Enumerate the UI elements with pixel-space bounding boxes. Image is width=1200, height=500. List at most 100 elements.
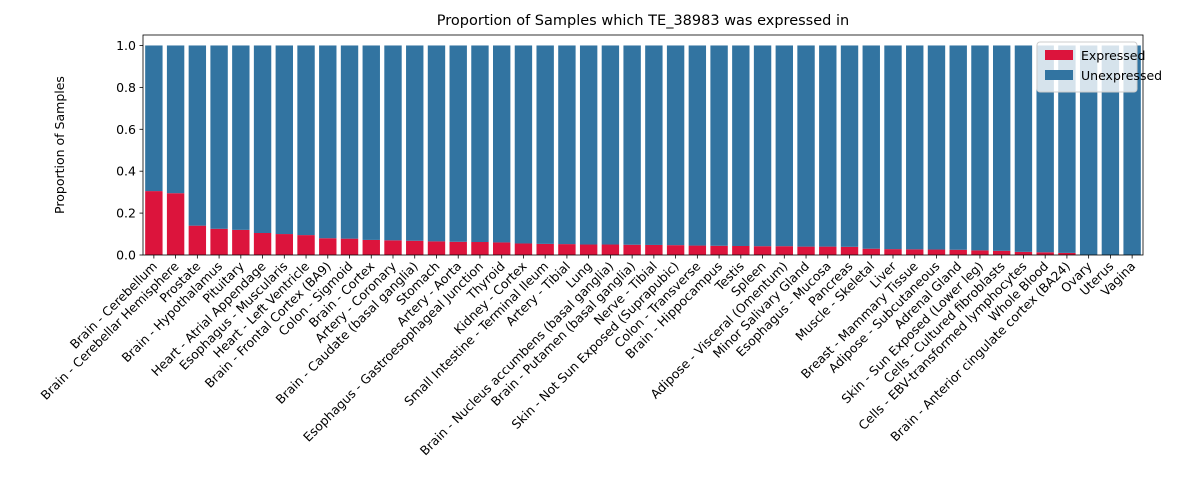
legend-label-expressed: Expressed — [1081, 48, 1145, 63]
bar-unexpressed-2 — [188, 45, 207, 226]
bar-expressed-40 — [1014, 251, 1033, 255]
bar-expressed-24 — [666, 245, 685, 255]
bar-unexpressed-40 — [1014, 45, 1033, 252]
bar-unexpressed-36 — [927, 45, 946, 250]
bar-unexpressed-12 — [406, 45, 424, 241]
bar-unexpressed-33 — [862, 45, 880, 249]
bar-unexpressed-14 — [449, 45, 467, 242]
bar-unexpressed-22 — [623, 45, 641, 245]
bar-unexpressed-11 — [384, 45, 402, 241]
bar-expressed-39 — [993, 250, 1011, 255]
bar-expressed-9 — [340, 238, 359, 255]
chart-title: Proportion of Samples which TE_38983 was… — [437, 13, 849, 29]
bar-unexpressed-43 — [1079, 45, 1098, 255]
bar-expressed-16 — [493, 242, 511, 255]
bar-expressed-32 — [840, 246, 859, 255]
bar-expressed-5 — [253, 233, 272, 255]
bar-expressed-10 — [362, 239, 380, 255]
bar-expressed-27 — [732, 245, 750, 255]
bar-expressed-31 — [819, 246, 837, 255]
bar-unexpressed-5 — [253, 45, 272, 233]
bar-unexpressed-25 — [688, 45, 707, 246]
bar-unexpressed-18 — [536, 45, 554, 244]
bar-expressed-26 — [710, 245, 728, 255]
bar-unexpressed-6 — [275, 45, 293, 235]
bar-unexpressed-4 — [232, 45, 250, 230]
bar-expressed-8 — [319, 238, 337, 255]
bar-unexpressed-8 — [319, 45, 337, 239]
bar-expressed-37 — [949, 249, 967, 255]
bar-unexpressed-26 — [710, 45, 728, 246]
bar-expressed-3 — [210, 228, 228, 255]
bar-unexpressed-44 — [1101, 45, 1120, 255]
bar-unexpressed-29 — [775, 45, 793, 247]
bar-expressed-25 — [688, 245, 707, 255]
bar-unexpressed-27 — [732, 45, 750, 246]
y-axis-label: Proportion of Samples — [52, 76, 67, 214]
bar-unexpressed-17 — [514, 45, 533, 244]
bar-unexpressed-20 — [579, 45, 598, 245]
y-tick-label-3: 0.6 — [116, 122, 136, 137]
bar-unexpressed-30 — [797, 45, 815, 247]
plot-area-frame — [142, 34, 1144, 256]
bar-expressed-11 — [384, 240, 402, 255]
bar-unexpressed-19 — [558, 45, 576, 245]
bar-expressed-28 — [753, 246, 772, 255]
bar-expressed-23 — [645, 244, 663, 255]
bar-unexpressed-45 — [1123, 45, 1141, 255]
y-tick-label-4: 0.8 — [116, 80, 136, 95]
y-tick-label-1: 0.2 — [116, 206, 136, 221]
bar-unexpressed-39 — [993, 45, 1011, 251]
bar-expressed-17 — [514, 243, 533, 255]
bar-expressed-38 — [971, 250, 989, 255]
bar-unexpressed-1 — [166, 45, 185, 194]
bar-expressed-13 — [427, 241, 446, 255]
bar-expressed-35 — [906, 249, 924, 255]
bar-unexpressed-3 — [210, 45, 228, 229]
bar-unexpressed-31 — [819, 45, 837, 247]
bar-unexpressed-21 — [601, 45, 620, 245]
y-tick-label-0: 0.0 — [116, 248, 136, 263]
bar-unexpressed-10 — [362, 45, 380, 240]
bar-unexpressed-24 — [666, 45, 685, 246]
bar-expressed-30 — [797, 246, 815, 255]
bar-expressed-21 — [601, 244, 620, 255]
legend: Expressed Unexpressed — [1036, 41, 1162, 93]
bar-unexpressed-23 — [645, 45, 663, 245]
bar-expressed-29 — [775, 246, 793, 255]
bar-expressed-22 — [623, 244, 641, 255]
bar-unexpressed-13 — [427, 45, 446, 242]
bar-expressed-41 — [1036, 252, 1054, 255]
bar-unexpressed-42 — [1058, 45, 1076, 253]
bar-expressed-7 — [297, 235, 315, 255]
bar-expressed-6 — [275, 234, 293, 255]
bar-unexpressed-41 — [1036, 45, 1054, 253]
bar-unexpressed-7 — [297, 45, 315, 236]
bar-expressed-42 — [1058, 252, 1076, 255]
bar-expressed-36 — [927, 249, 946, 255]
bar-expressed-2 — [188, 225, 207, 255]
bar-unexpressed-37 — [949, 45, 967, 250]
bar-unexpressed-28 — [753, 45, 772, 247]
bar-unexpressed-16 — [493, 45, 511, 243]
bar-expressed-19 — [558, 244, 576, 255]
bar-unexpressed-34 — [884, 45, 902, 250]
bar-expressed-18 — [536, 243, 554, 255]
bar-expressed-4 — [232, 229, 250, 255]
legend-swatch-expressed — [1045, 50, 1073, 60]
bar-expressed-34 — [884, 249, 902, 255]
y-axis-ticks: 0.0 0.2 0.4 0.6 0.8 1.0 — [116, 38, 143, 263]
y-tick-label-5: 1.0 — [116, 38, 136, 53]
bar-expressed-14 — [449, 241, 467, 255]
bar-expressed-33 — [862, 248, 880, 255]
bar-expressed-1 — [166, 193, 185, 255]
bar-expressed-0 — [145, 191, 163, 255]
bars-group — [145, 45, 1141, 255]
bar-unexpressed-15 — [471, 45, 489, 243]
bar-unexpressed-32 — [840, 45, 859, 247]
bar-expressed-12 — [406, 240, 424, 255]
bar-unexpressed-9 — [340, 45, 359, 239]
bar-expressed-15 — [471, 242, 489, 255]
y-tick-label-2: 0.4 — [116, 164, 136, 179]
